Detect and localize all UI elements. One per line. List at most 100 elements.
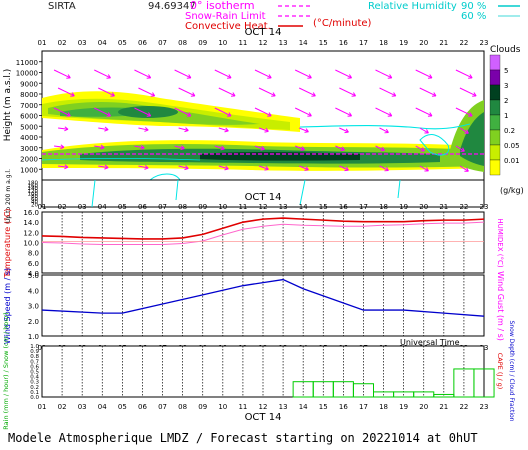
low-height-tick-label: 180 (28, 181, 39, 187)
wind-arrow (138, 87, 155, 97)
wind-arrow-head (468, 112, 473, 117)
wind-arrow (415, 69, 433, 79)
low-height-tick-label: 80 (31, 194, 38, 200)
temp-hour-tick-label: 14 (299, 203, 308, 211)
bottom-hour-tick-label: 08 (178, 403, 187, 411)
wind-arrow (98, 127, 109, 131)
temp-hour-tick-label: 11 (238, 203, 247, 211)
height-tick-label: 1000 (20, 166, 38, 174)
wind-arrow-head (66, 112, 71, 117)
wind-arrow-head (106, 74, 111, 79)
temp-hour-tick-label: 02 (58, 203, 67, 211)
wind-arrow-head (66, 74, 71, 79)
wind-arrow-head (307, 74, 312, 79)
temp-hour-tick-label: 04 (98, 203, 107, 211)
wind-arrow-head (351, 92, 356, 97)
height-tick-label: 3000 (20, 145, 38, 153)
wind-arrow-head (384, 166, 389, 172)
top-hour-axis: 01 02 03 04 05 06 07 08 09 10 11 12 13 14 15 16 17 18 19 20… (38, 39, 489, 47)
bottom-hour-tick-label: 17 (359, 403, 368, 411)
temp-hour-tick-label: 22 (459, 203, 468, 211)
bottom-hour-tick-label: 13 (279, 403, 288, 411)
wind-arrow-head (264, 165, 269, 171)
temperature-tick-label: 10.0 (23, 240, 39, 248)
wind-arrow-head (431, 92, 437, 97)
temperature-series-1 (41, 221, 485, 246)
cloud-scale-label: 2 (504, 97, 508, 105)
rain-series (292, 368, 495, 398)
cloud-scale-swatch (489, 84, 501, 101)
cloud-scale-label: 0.01 (504, 157, 520, 165)
temp-hour-tick-label: 07 (158, 203, 167, 211)
temp-hour-tick-label: 23 (480, 203, 489, 211)
low-height-tick-label: 120 (28, 189, 39, 195)
wind-arrow (98, 87, 115, 97)
rain-tick-label: 0.4 (30, 375, 39, 381)
wind-arrow (53, 69, 71, 79)
wind-arrow-head (186, 74, 192, 79)
wind-arrow-head (184, 127, 189, 133)
cloud-scale-swatch (489, 129, 501, 146)
cape-axis-title: CAPE (J / g) (496, 353, 504, 390)
clouds-legend: Clouds 5 3 2 1 0.2 0.05 0.01 (g/kg) (489, 45, 524, 195)
temp-hour-tick-label: 21 (439, 203, 448, 211)
temp-hour-tick-label: 17 (359, 203, 368, 211)
legend-zero-isotherm: 0° isotherm (190, 0, 255, 12)
wind-arrow-head (144, 126, 149, 132)
wind-arrow (218, 165, 229, 170)
bottom-hour-tick-label: 14 (299, 403, 308, 411)
top-hour-tick-label: 19 (399, 39, 408, 47)
bottom-hour-tick-label: 20 (419, 403, 428, 411)
temperature-tick-label: 6.0 (28, 260, 39, 268)
wind-arrow-head (64, 126, 69, 132)
temp-hour-tick-label: 20 (419, 203, 428, 211)
wind-arrow-head (300, 146, 305, 151)
site-code: 94.69347 (148, 1, 196, 12)
wind-arrow-head (387, 112, 393, 117)
bottom-hour-tick-label: 07 (158, 403, 167, 411)
top-hour-tick-label: 11 (238, 39, 247, 47)
wind-arrow (138, 127, 149, 131)
wind-arrow (214, 107, 232, 117)
wind-arrow-head (146, 112, 152, 117)
temp-hour-tick-label: 01 (38, 203, 47, 211)
rain-tick-label: 0.6 (30, 364, 39, 370)
wind-arrow-head (230, 92, 236, 97)
wind-arrow-head (424, 129, 429, 134)
top-hour-tick-label: 16 (339, 39, 348, 47)
wind-arrow-head (468, 74, 473, 79)
top-hour-tick-label: 17 (359, 39, 368, 47)
wind-arrow-head (267, 112, 272, 117)
temp-hour-tick-label: 08 (178, 203, 187, 211)
low-height-tick-label: 60 (31, 197, 38, 203)
wind-arrow-head (104, 164, 109, 170)
wind-axis: 1.02.03.04.05.0 (28, 272, 39, 341)
rain-tick-label: 1.0 (30, 344, 39, 350)
bottom-hour-tick-label: 05 (118, 403, 127, 411)
wind-arrow-head (344, 128, 349, 134)
height-tick-label: 11000 (16, 59, 38, 67)
wind-series (41, 278, 485, 317)
top-hour-tick-label: 05 (118, 39, 127, 47)
cloud-color-scale: 5 3 2 1 0.2 0.05 0.01 (489, 54, 520, 176)
wind-arrow (459, 165, 469, 172)
wind-arrow (134, 145, 145, 149)
temperature-series (41, 217, 485, 246)
wind-arrow (254, 145, 265, 150)
wind-arrow (375, 145, 385, 151)
rh-contour-4 (149, 173, 181, 181)
wind-arrow (57, 87, 75, 97)
wind-arrow (58, 165, 69, 168)
wind-tick-label: 5.0 (28, 272, 39, 280)
wind-arrow-head (140, 144, 145, 150)
temp-hour-tick-label: 19 (399, 203, 408, 211)
temperature-tick-label: 14.0 (23, 219, 39, 227)
wind-arrow-head (347, 74, 352, 79)
wind-arrow (375, 69, 392, 79)
wind-arrow (214, 69, 232, 79)
wind-arrow-head (472, 92, 477, 97)
temp-hour-tick-label: 03 (78, 203, 87, 211)
low-height-tick-label: 160 (28, 183, 39, 189)
